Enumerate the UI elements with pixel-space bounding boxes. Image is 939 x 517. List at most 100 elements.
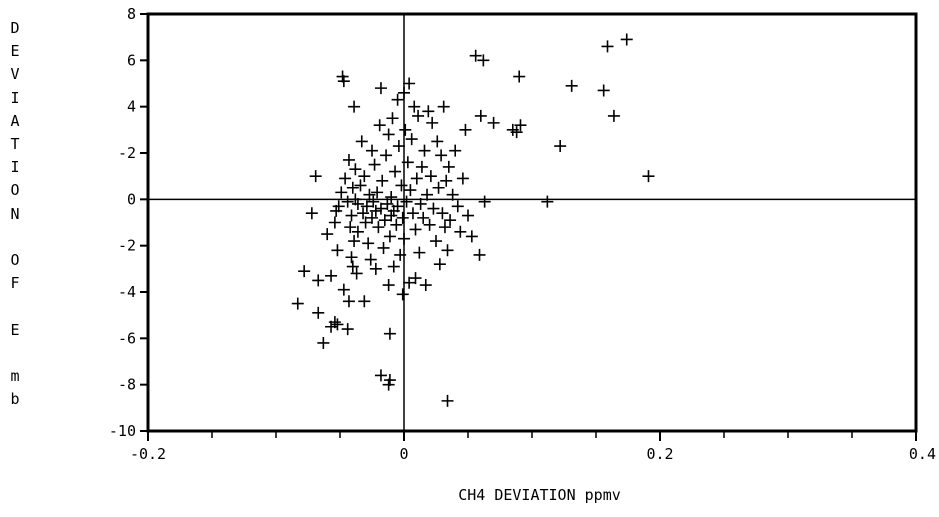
data-point: [395, 179, 408, 192]
data-point: [381, 197, 394, 210]
data-point: [620, 33, 633, 46]
data-point: [349, 163, 362, 176]
data-point: [406, 207, 419, 220]
data-point: [403, 276, 416, 289]
data-point: [404, 184, 417, 197]
data-point: [291, 297, 304, 310]
y-axis-label-char: I: [10, 158, 20, 177]
points-layer: [291, 33, 655, 407]
data-point: [430, 235, 442, 248]
data-point: [474, 109, 487, 122]
data-point: [401, 156, 414, 169]
data-point: [351, 225, 364, 238]
data-point: [331, 318, 344, 331]
data-point: [418, 144, 431, 157]
data-point: [432, 181, 445, 194]
x-tick-label: 0.2: [646, 445, 673, 463]
y-tick-label: 6: [127, 51, 136, 69]
data-point: [477, 54, 490, 67]
data-point: [409, 223, 422, 236]
y-tick-label: -2: [118, 144, 136, 162]
data-point: [357, 207, 370, 220]
ticks-layer: -10 -8 -6 -4 -2 0 -2 4 6 8 -0.2 0 0.2 0.4: [109, 5, 936, 463]
data-point: [369, 204, 382, 217]
data-point: [412, 109, 425, 122]
data-point: [317, 336, 330, 349]
data-point: [367, 195, 380, 208]
data-point: [380, 149, 393, 162]
data-point: [312, 274, 325, 287]
data-point: [437, 100, 450, 113]
data-point: [421, 188, 434, 201]
axes-layer: [146, 12, 918, 433]
data-point: [422, 105, 435, 118]
data-point: [541, 195, 554, 208]
data-point: [413, 246, 426, 259]
data-point: [346, 260, 359, 273]
data-point: [392, 140, 405, 153]
data-point: [328, 316, 341, 329]
data-point: [382, 128, 395, 141]
data-point: [348, 235, 361, 248]
data-point: [409, 272, 422, 285]
data-point: [331, 244, 344, 257]
y-axis-label-char: E: [10, 42, 20, 61]
data-point: [374, 82, 387, 95]
y-axis-label-char: E: [10, 320, 20, 339]
data-point: [408, 100, 421, 113]
data-point: [441, 394, 454, 407]
data-point: [396, 288, 409, 301]
data-point: [387, 260, 400, 273]
data-point: [405, 133, 418, 146]
data-point: [373, 119, 386, 132]
data-point: [328, 216, 341, 229]
data-point: [403, 77, 416, 90]
y-tick-label: -4: [118, 283, 136, 301]
data-point: [312, 306, 325, 319]
data-point: [469, 49, 482, 62]
data-point: [374, 369, 387, 382]
data-point: [554, 140, 567, 153]
data-point: [465, 230, 478, 243]
y-axis-label-char: A: [10, 111, 20, 130]
data-point: [321, 228, 334, 241]
data-point: [349, 193, 362, 206]
data-point: [642, 170, 655, 183]
data-point: [345, 209, 358, 222]
data-point: [363, 188, 376, 201]
data-point: [394, 248, 407, 261]
data-point: [342, 295, 355, 308]
data-point: [426, 116, 439, 129]
y-axis-label-char: b: [10, 390, 20, 409]
data-point: [359, 216, 372, 229]
y-axis-label-char: O: [10, 181, 20, 200]
data-point: [478, 195, 491, 208]
data-point: [309, 170, 322, 183]
data-point: [601, 40, 614, 53]
data-point: [410, 172, 423, 185]
data-point: [366, 144, 378, 157]
data-point: [510, 126, 523, 139]
data-point: [597, 84, 610, 97]
data-point: [366, 211, 378, 224]
data-point: [565, 79, 578, 92]
y-axis-label-char: D: [10, 19, 20, 37]
data-point: [383, 374, 396, 387]
y-axis-label-char: N: [10, 204, 20, 223]
data-point: [456, 172, 469, 185]
data-point: [441, 244, 454, 257]
y-tick-label: -8: [118, 376, 136, 394]
data-point: [377, 241, 390, 254]
data-point: [389, 165, 402, 178]
data-point: [325, 269, 338, 282]
data-point: [607, 109, 620, 122]
data-point: [341, 195, 354, 208]
data-point: [358, 170, 371, 183]
data-point: [391, 93, 404, 106]
data-point: [433, 258, 446, 271]
data-point: [436, 207, 449, 220]
data-point: [348, 100, 361, 113]
data-point: [427, 202, 440, 215]
data-point: [396, 211, 409, 224]
y-axis-label-char: T: [10, 135, 20, 153]
